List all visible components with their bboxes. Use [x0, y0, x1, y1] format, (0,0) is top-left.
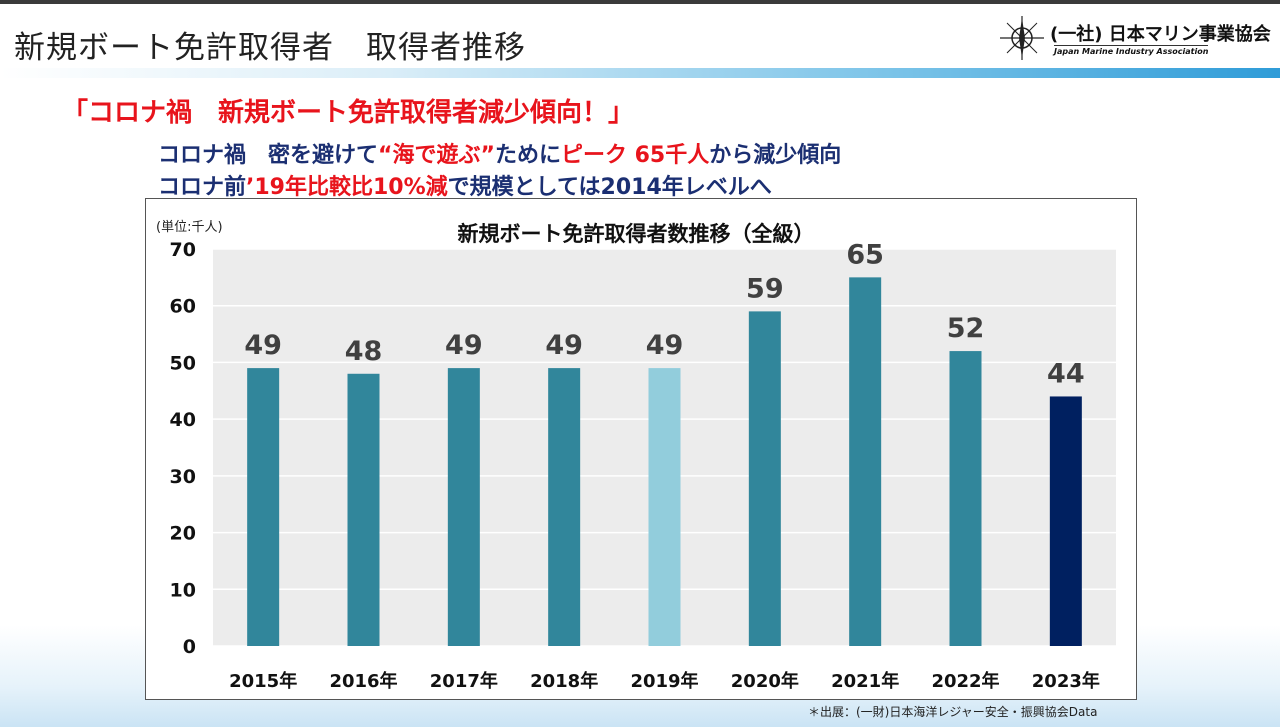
subheading-1: コロナ禍 密を避けて“海で遊ぶ”ためにピーク 65千人から減少傾向	[158, 137, 841, 169]
data-label: 49	[545, 330, 583, 361]
bars	[247, 277, 1082, 646]
data-label: 44	[1047, 358, 1085, 389]
logo-subtitle: Japan Marine Industry Association	[1054, 45, 1209, 56]
subheading-1-part3: ために	[494, 143, 561, 168]
data-label: 52	[947, 313, 985, 344]
page-title: 新規ボート免許取得者 取得者推移	[14, 30, 526, 66]
chart-frame: 49 48 49 49 49 59 65 52 44 0 10 20 30 40 50 60 70 2015年…	[145, 198, 1137, 700]
compass-icon	[1000, 16, 1044, 60]
x-tick-label: 2015年	[229, 670, 297, 692]
data-label: 65	[846, 239, 884, 270]
x-tick-label: 2023年	[1032, 670, 1100, 692]
logo-text: (一社) 日本マリン事業協会	[1050, 24, 1271, 45]
x-tick-label: 2022年	[931, 670, 999, 692]
x-tick-label: 2020年	[731, 670, 799, 692]
top-rule	[0, 0, 1280, 4]
y-tick-label: 50	[170, 352, 196, 374]
data-label: 48	[345, 336, 383, 367]
y-tick-label: 30	[170, 466, 196, 488]
subheading-2-part2: ’19年比較比10%減	[246, 175, 448, 200]
unit-label: (単位:千人)	[156, 219, 223, 235]
bar-2016年	[347, 373, 380, 646]
subheading-2: コロナ前’19年比較比10%減で規模としては2014年レベルへ	[158, 169, 772, 201]
y-tick-label: 0	[183, 636, 196, 658]
bar-2022年	[949, 351, 982, 646]
subheading-1-part2: “海で遊ぶ”	[378, 143, 495, 168]
y-axis: 0 10 20 30 40 50 60 70	[170, 239, 196, 658]
bar-2019年	[648, 368, 681, 646]
data-labels: 49 48 49 49 49 59 65 52 44	[244, 239, 1084, 389]
data-label: 49	[244, 330, 282, 361]
y-tick-label: 10	[170, 579, 196, 601]
data-label: 59	[746, 273, 784, 304]
y-tick-label: 40	[170, 409, 196, 431]
bar-2015年	[247, 368, 280, 646]
bar-2017年	[447, 368, 480, 646]
x-tick-label: 2021年	[831, 670, 899, 692]
bar-2021年	[849, 277, 882, 646]
x-tick-label: 2018年	[530, 670, 598, 692]
logo: (一社) 日本マリン事業協会 Japan Marine Industry Ass…	[996, 12, 1276, 64]
x-tick-label: 2016年	[329, 670, 397, 692]
headline: 「コロナ禍 新規ボート免許取得者減少傾向！」	[62, 98, 635, 128]
y-tick-label: 20	[170, 523, 196, 545]
slide-header: 新規ボート免許取得者 取得者推移 (一社) 日本マリン事業協会 Japan Ma…	[0, 4, 1280, 70]
data-label: 49	[445, 330, 483, 361]
subheading-2-part3: で規模としては2014年レベルへ	[447, 175, 772, 200]
x-axis: 2015年 2016年 2017年 2018年 2019年 2020年 2021年 2022年…	[229, 670, 1100, 692]
y-tick-label: 70	[170, 239, 196, 261]
data-label: 49	[646, 330, 684, 361]
subheading-1-part5: から減少傾向	[709, 143, 842, 168]
subheading-2-part1: コロナ前	[158, 175, 247, 200]
x-tick-label: 2017年	[430, 670, 498, 692]
subheading-1-part1: コロナ禍 密を避けて	[158, 143, 379, 168]
bar-chart: 49 48 49 49 49 59 65 52 44 0 10 20 30 40 50 60 70 2015年…	[156, 219, 1116, 692]
y-tick-label: 60	[170, 296, 196, 318]
x-tick-label: 2019年	[630, 670, 698, 692]
chart-title: 新規ボート免許取得者数推移（全級）	[458, 222, 815, 246]
source-note: ＊出展：(一財)日本海洋レジャー安全・振興協会Data	[808, 705, 1098, 719]
bar-2018年	[548, 368, 581, 646]
subheading-1-part4: ピーク 65千人	[560, 143, 710, 168]
header-band	[0, 68, 1280, 78]
bar-2020年	[748, 311, 781, 646]
bar-2023年	[1049, 396, 1082, 646]
